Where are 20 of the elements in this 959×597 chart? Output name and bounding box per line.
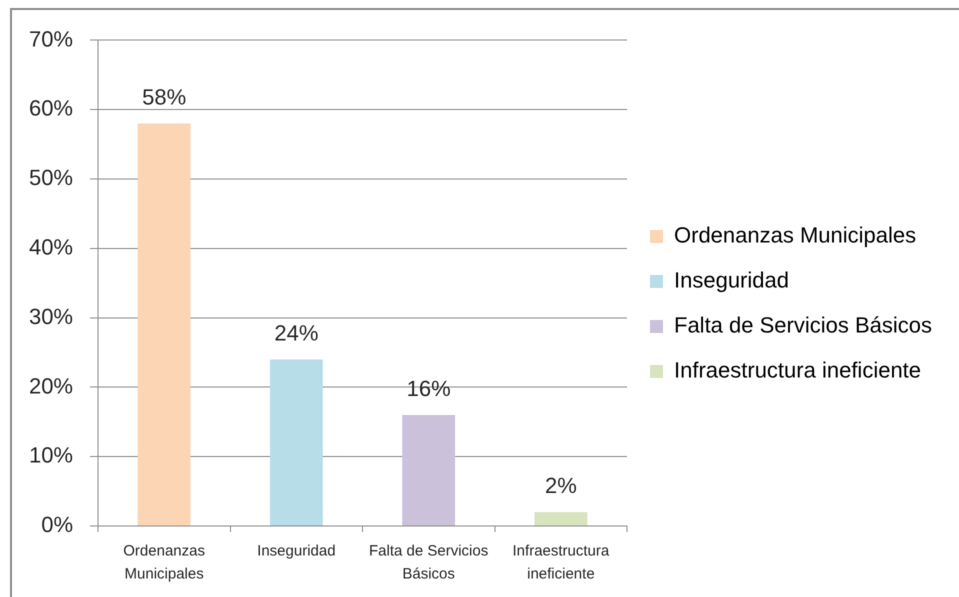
legend-label: Infraestructura ineficiente xyxy=(674,358,922,383)
x-tick-label: Ordenanzas Municipales xyxy=(123,542,205,583)
legend-label: Falta de Servicios Básicos xyxy=(674,312,932,338)
y-tick-label: 50% xyxy=(28,165,73,190)
data-label: 2% xyxy=(544,473,577,498)
y-tick-label: 30% xyxy=(28,304,73,329)
data-label: 16% xyxy=(406,376,451,401)
y-tick-label: 60% xyxy=(28,96,73,121)
data-label: 24% xyxy=(274,320,318,346)
y-tick-label: 0% xyxy=(41,512,73,538)
y-tick-label: 10% xyxy=(28,442,73,468)
data-label: 58% xyxy=(142,84,186,110)
legend-label: Inseguridad xyxy=(674,268,789,293)
x-tick-label: Infraestructura ineficiente xyxy=(512,542,610,583)
y-tick-label: 20% xyxy=(28,373,73,398)
x-tick-label: Falta de Servicios Básicos xyxy=(369,542,488,583)
legend-label: Ordenanzas Municipales xyxy=(674,222,916,248)
y-tick-label: 40% xyxy=(28,234,73,260)
x-tick-label: Inseguridad xyxy=(257,542,336,560)
y-tick-label: 70% xyxy=(28,26,73,52)
